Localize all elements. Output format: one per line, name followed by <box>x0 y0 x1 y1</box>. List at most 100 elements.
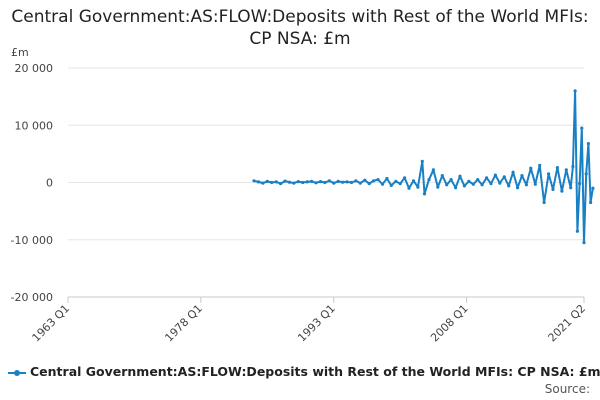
data-point <box>533 182 537 186</box>
data-point <box>394 179 398 183</box>
data-point <box>551 187 555 191</box>
data-point <box>256 180 261 184</box>
data-point <box>489 182 493 186</box>
y-tick-label: 10 000 <box>15 119 54 132</box>
data-point <box>516 186 520 190</box>
data-point <box>578 182 582 186</box>
data-point <box>367 182 371 186</box>
data-point <box>480 183 484 187</box>
data-point <box>314 181 318 185</box>
data-point <box>555 166 560 170</box>
data-point <box>538 163 542 167</box>
x-tick-label: 1963 Q1 <box>30 302 73 345</box>
data-point <box>436 185 440 189</box>
data-point <box>564 168 568 172</box>
series-line <box>253 89 594 244</box>
data-point <box>287 180 292 184</box>
data-point <box>398 182 402 186</box>
data-point <box>252 179 256 183</box>
data-point <box>584 172 588 176</box>
data-point <box>301 180 305 185</box>
data-point <box>274 180 278 184</box>
data-point <box>279 182 283 186</box>
x-tick-label: 1993 Q1 <box>295 302 338 345</box>
data-point <box>591 186 595 190</box>
data-point <box>318 180 323 184</box>
data-point <box>471 182 475 186</box>
data-point <box>411 179 416 183</box>
data-point <box>476 178 480 182</box>
data-point <box>431 168 435 172</box>
data-point <box>372 179 376 183</box>
data-point <box>407 186 411 190</box>
data-point <box>571 164 575 169</box>
data-point <box>389 183 393 187</box>
data-point <box>427 178 431 182</box>
data-point <box>292 181 296 185</box>
data-point <box>403 176 407 180</box>
source-label: Source: <box>544 382 590 396</box>
data-point <box>358 181 362 185</box>
x-tick-label: 2008 Q1 <box>428 302 471 345</box>
data-point <box>580 126 584 130</box>
data-point <box>589 200 593 205</box>
data-point <box>573 89 577 93</box>
data-point <box>586 142 591 146</box>
data-point <box>363 178 367 182</box>
data-point <box>449 178 453 182</box>
data-point <box>283 179 287 183</box>
data-point <box>560 189 564 193</box>
data-point <box>422 192 427 196</box>
data-point <box>529 166 533 170</box>
legend[interactable]: Central Government:AS:FLOW:Deposits with… <box>8 364 600 379</box>
data-point <box>511 170 515 174</box>
data-point <box>310 179 314 183</box>
data-point <box>454 186 458 190</box>
data-point <box>458 174 462 178</box>
data-point <box>345 180 349 184</box>
data-point <box>502 175 506 179</box>
data-point <box>380 182 385 186</box>
data-point <box>270 180 274 185</box>
data-point <box>524 183 529 187</box>
data-point <box>575 229 580 233</box>
data-point <box>327 179 331 183</box>
legend-line-marker-icon <box>8 368 26 378</box>
x-tick-label: 2021 Q2 <box>546 302 589 345</box>
data-point <box>336 179 340 183</box>
data-point <box>507 184 511 188</box>
data-point <box>547 172 551 176</box>
data-point <box>493 173 497 177</box>
data-point <box>569 186 573 190</box>
data-point <box>498 181 502 185</box>
data-point <box>376 178 380 182</box>
data-point <box>440 174 444 178</box>
y-axis-unit-label: £m <box>11 46 29 59</box>
x-tick-label: 1978 Q1 <box>162 302 205 345</box>
data-point <box>445 183 449 187</box>
data-point <box>296 180 300 184</box>
data-point <box>385 176 389 181</box>
data-point <box>416 185 420 189</box>
data-point <box>582 241 586 245</box>
data-point <box>349 180 354 185</box>
data-point <box>265 179 269 183</box>
y-tick-label: -20 000 <box>11 291 53 304</box>
data-point <box>485 176 489 180</box>
legend-series-label: Central Government:AS:FLOW:Deposits with… <box>30 364 600 379</box>
data-point <box>323 180 327 185</box>
data-point <box>354 179 358 183</box>
y-tick-label: 20 000 <box>15 62 54 75</box>
data-point <box>542 200 546 205</box>
data-point <box>420 159 424 163</box>
data-point <box>520 174 524 178</box>
data-point <box>341 180 345 184</box>
y-tick-label: 0 <box>46 177 53 190</box>
data-point <box>261 181 265 185</box>
data-point <box>462 184 466 188</box>
data-point <box>467 179 471 183</box>
data-point <box>305 180 309 184</box>
chart-title: Central Government:AS:FLOW:Deposits with… <box>11 7 589 49</box>
y-tick-label: -10 000 <box>11 234 53 247</box>
